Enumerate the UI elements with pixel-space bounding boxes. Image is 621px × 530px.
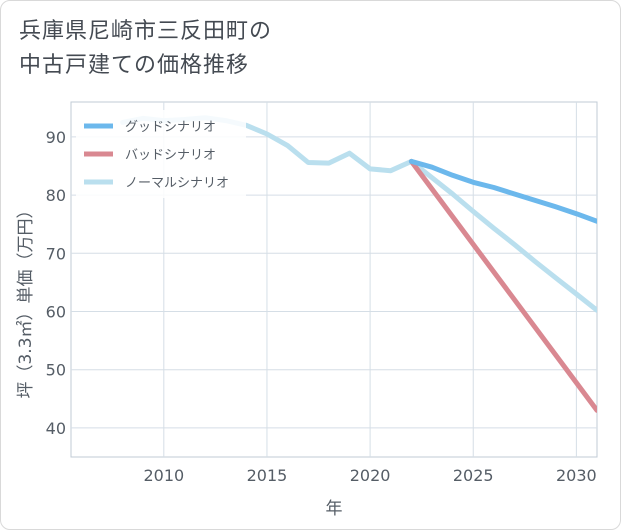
y-tick-label: 60 — [46, 303, 66, 322]
grid-lines — [71, 102, 597, 457]
chart-title: 兵庫県尼崎市三反田町の 中古戸建ての価格推移 — [19, 15, 419, 83]
legend-label: グッドシナリオ — [125, 120, 216, 135]
series-line-0 — [408, 158, 597, 224]
legend-label: バッドシナリオ — [125, 148, 216, 163]
y-axis-label: 坪（3.3㎡）単価（万円） — [16, 201, 36, 398]
legend-label: ノーマルシナリオ — [125, 176, 229, 191]
x-tick-label: 2030 — [556, 466, 597, 485]
y-tick-label: 40 — [46, 419, 66, 438]
x-tick-label: 2025 — [453, 466, 494, 485]
x-axis-label: 年 — [326, 499, 343, 519]
y-axis-ticks: 40 50 60 70 80 90 — [46, 128, 66, 438]
x-tick-label: 2010 — [143, 466, 184, 485]
x-tick-label: 2020 — [350, 466, 391, 485]
y-tick-label: 90 — [46, 128, 66, 147]
y-tick-label: 80 — [46, 186, 66, 205]
series-line-1 — [408, 158, 597, 413]
y-tick-label: 50 — [46, 361, 66, 380]
chart-title-line-2: 中古戸建ての価格推移 — [19, 53, 250, 78]
y-tick-label: 70 — [46, 244, 66, 263]
x-tick-label: 2015 — [247, 466, 288, 485]
chart-title-line-1: 兵庫県尼崎市三反田町の — [19, 19, 273, 44]
x-axis-ticks: 2010 2015 2020 2025 2030 — [143, 466, 596, 485]
